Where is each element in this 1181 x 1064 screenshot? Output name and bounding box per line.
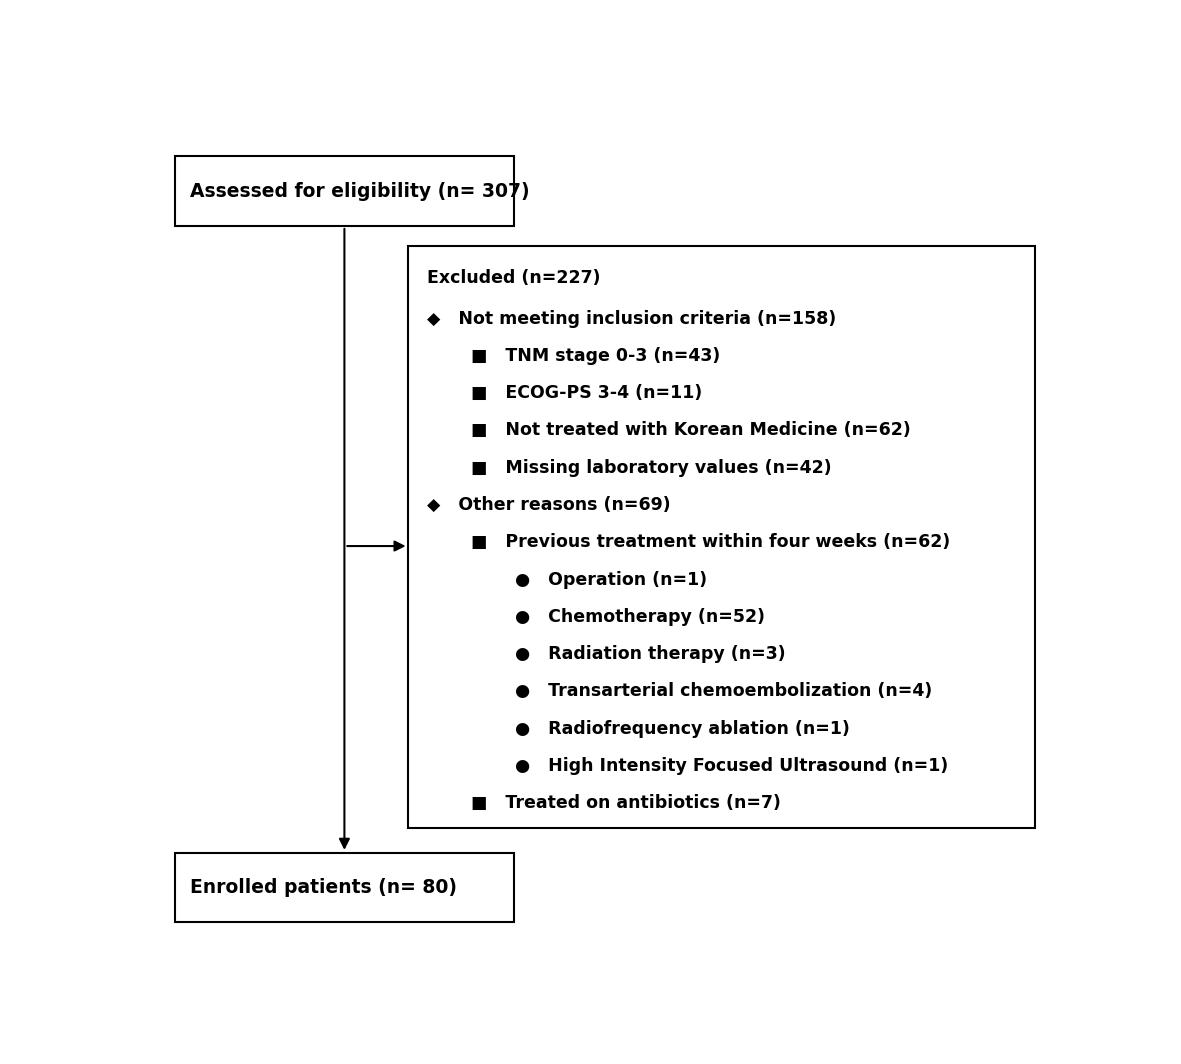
Text: ●   Transarterial chemoembolization (n=4): ● Transarterial chemoembolization (n=4) bbox=[515, 682, 932, 700]
Text: ■   TNM stage 0-3 (n=43): ■ TNM stage 0-3 (n=43) bbox=[471, 347, 720, 365]
Text: Enrolled patients (n= 80): Enrolled patients (n= 80) bbox=[190, 878, 457, 897]
Text: Excluded (n=227): Excluded (n=227) bbox=[426, 268, 600, 286]
Text: ◆   Other reasons (n=69): ◆ Other reasons (n=69) bbox=[426, 496, 671, 514]
Text: ■   ECOG-PS 3-4 (n=11): ■ ECOG-PS 3-4 (n=11) bbox=[471, 384, 702, 402]
FancyBboxPatch shape bbox=[409, 247, 1036, 828]
Text: Assessed for eligibility (n= 307): Assessed for eligibility (n= 307) bbox=[190, 182, 529, 201]
FancyBboxPatch shape bbox=[175, 156, 514, 226]
Text: ◆   Not meeting inclusion criteria (n=158): ◆ Not meeting inclusion criteria (n=158) bbox=[426, 310, 836, 328]
Text: ■   Not treated with Korean Medicine (n=62): ■ Not treated with Korean Medicine (n=62… bbox=[471, 421, 911, 439]
Text: ■   Treated on antibiotics (n=7): ■ Treated on antibiotics (n=7) bbox=[471, 794, 781, 812]
Text: ■   Missing laboratory values (n=42): ■ Missing laboratory values (n=42) bbox=[471, 459, 831, 477]
Text: ●   Radiofrequency ablation (n=1): ● Radiofrequency ablation (n=1) bbox=[515, 719, 849, 737]
Text: ●   Operation (n=1): ● Operation (n=1) bbox=[515, 570, 706, 588]
Text: ●   Chemotherapy (n=52): ● Chemotherapy (n=52) bbox=[515, 608, 764, 626]
Text: ●   High Intensity Focused Ultrasound (n=1): ● High Intensity Focused Ultrasound (n=1… bbox=[515, 757, 948, 775]
Text: ●   Radiation therapy (n=3): ● Radiation therapy (n=3) bbox=[515, 645, 785, 663]
FancyBboxPatch shape bbox=[175, 852, 514, 922]
Text: ■   Previous treatment within four weeks (n=62): ■ Previous treatment within four weeks (… bbox=[471, 533, 950, 551]
